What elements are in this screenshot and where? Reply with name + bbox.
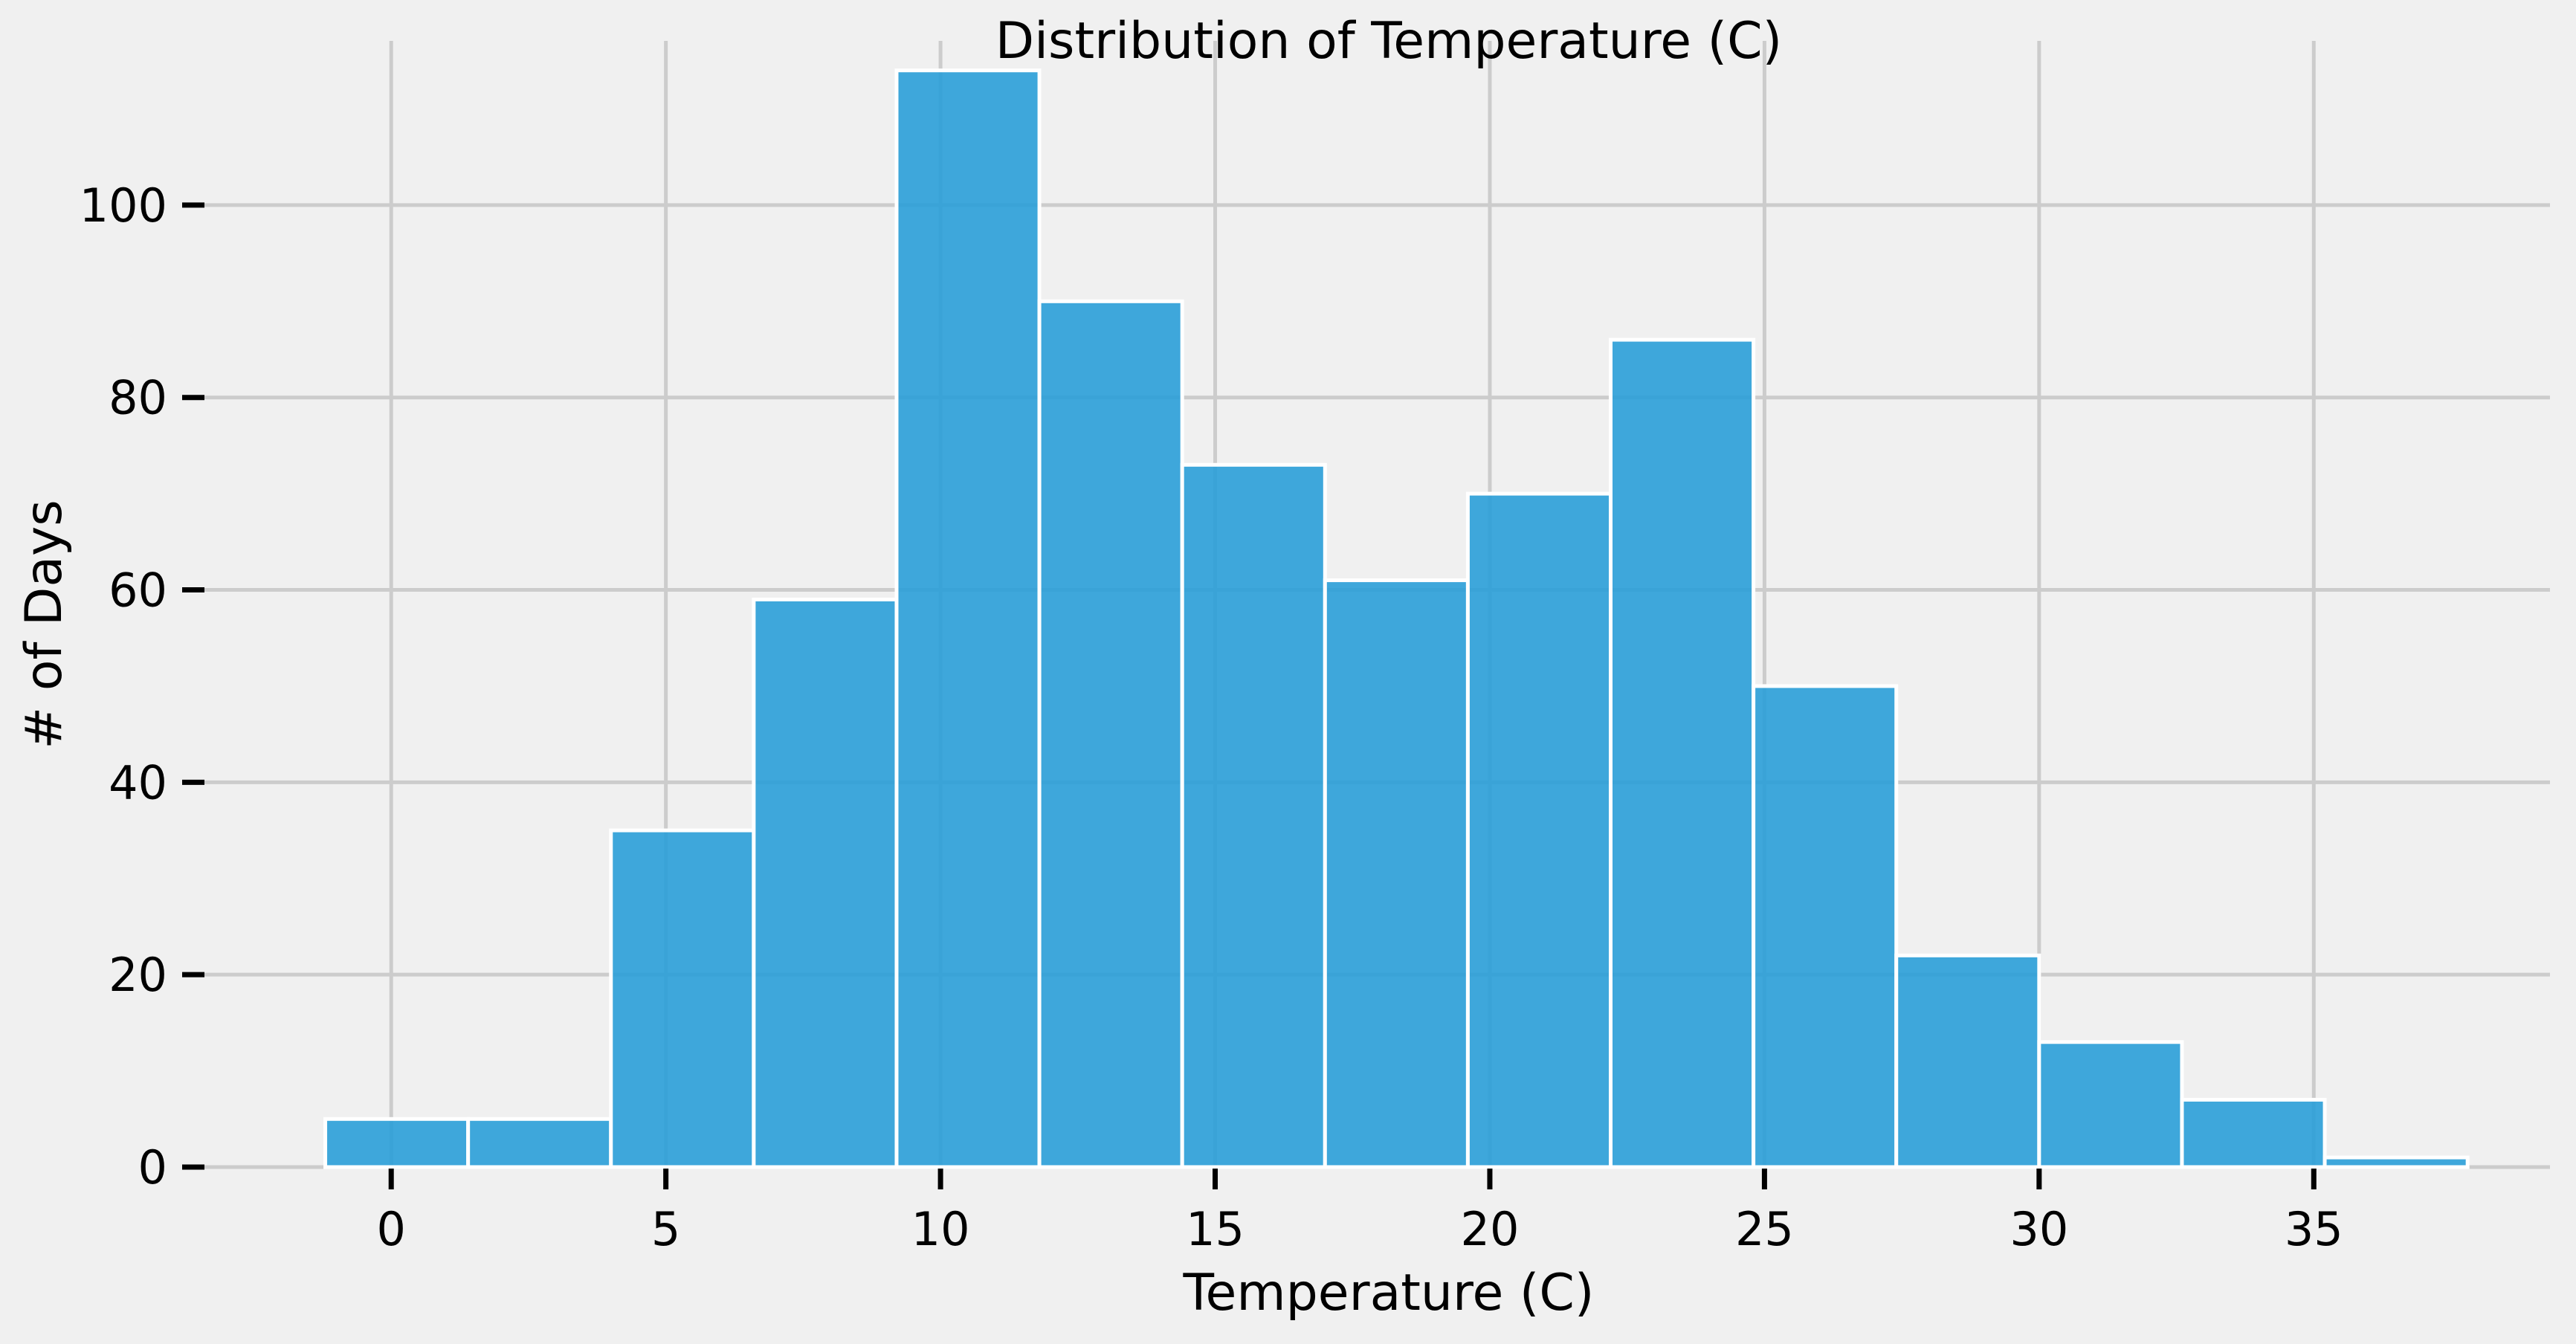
grid-lines: [201, 41, 2550, 1169]
y-tick-label: 20: [109, 948, 167, 1002]
histogram-bar: [609, 828, 756, 1169]
histogram-bar: [752, 597, 899, 1169]
histogram-bar: [2322, 1155, 2470, 1169]
histogram-bars: [323, 68, 2470, 1169]
x-tick-label: 25: [1735, 1202, 1794, 1256]
y-tick-label: 40: [109, 755, 167, 810]
histogram-bar: [1037, 299, 1184, 1169]
chart-title: Distribution of Temperature (C): [995, 12, 1782, 71]
x-axis-label: Temperature (C): [1183, 1264, 1595, 1322]
y-tick-label: 60: [109, 563, 167, 618]
x-axis: 0 5 10 15 20 25 30 35: [376, 1169, 2343, 1256]
x-tick-label: 30: [2010, 1202, 2068, 1256]
y-tick-label: 100: [80, 178, 167, 233]
histogram-bar: [1465, 491, 1613, 1169]
x-tick-label: 20: [1461, 1202, 1520, 1256]
x-tick-label: 10: [911, 1202, 970, 1256]
x-tick-label: 0: [376, 1202, 405, 1256]
x-tick-label: 35: [2285, 1202, 2343, 1256]
histogram-bar: [2180, 1097, 2327, 1169]
histogram-bar: [323, 1117, 471, 1169]
y-axis-label: # of Days: [15, 500, 74, 749]
x-tick-label: 5: [651, 1202, 680, 1256]
histogram-bar: [466, 1117, 613, 1169]
histogram-bar: [894, 68, 1042, 1169]
x-tick-label: 15: [1186, 1202, 1245, 1256]
histogram-bar: [1894, 953, 2041, 1169]
y-tick-label: 0: [138, 1140, 167, 1195]
histogram-bar: [1752, 684, 1899, 1169]
histogram-bar: [2037, 1040, 2184, 1169]
y-tick-label: 80: [109, 371, 167, 425]
histogram-bar: [1180, 462, 1327, 1169]
histogram-bar: [1323, 578, 1470, 1169]
y-axis: 0 20 40 60 80 100: [80, 178, 204, 1195]
histogram-bar: [1609, 337, 1756, 1169]
